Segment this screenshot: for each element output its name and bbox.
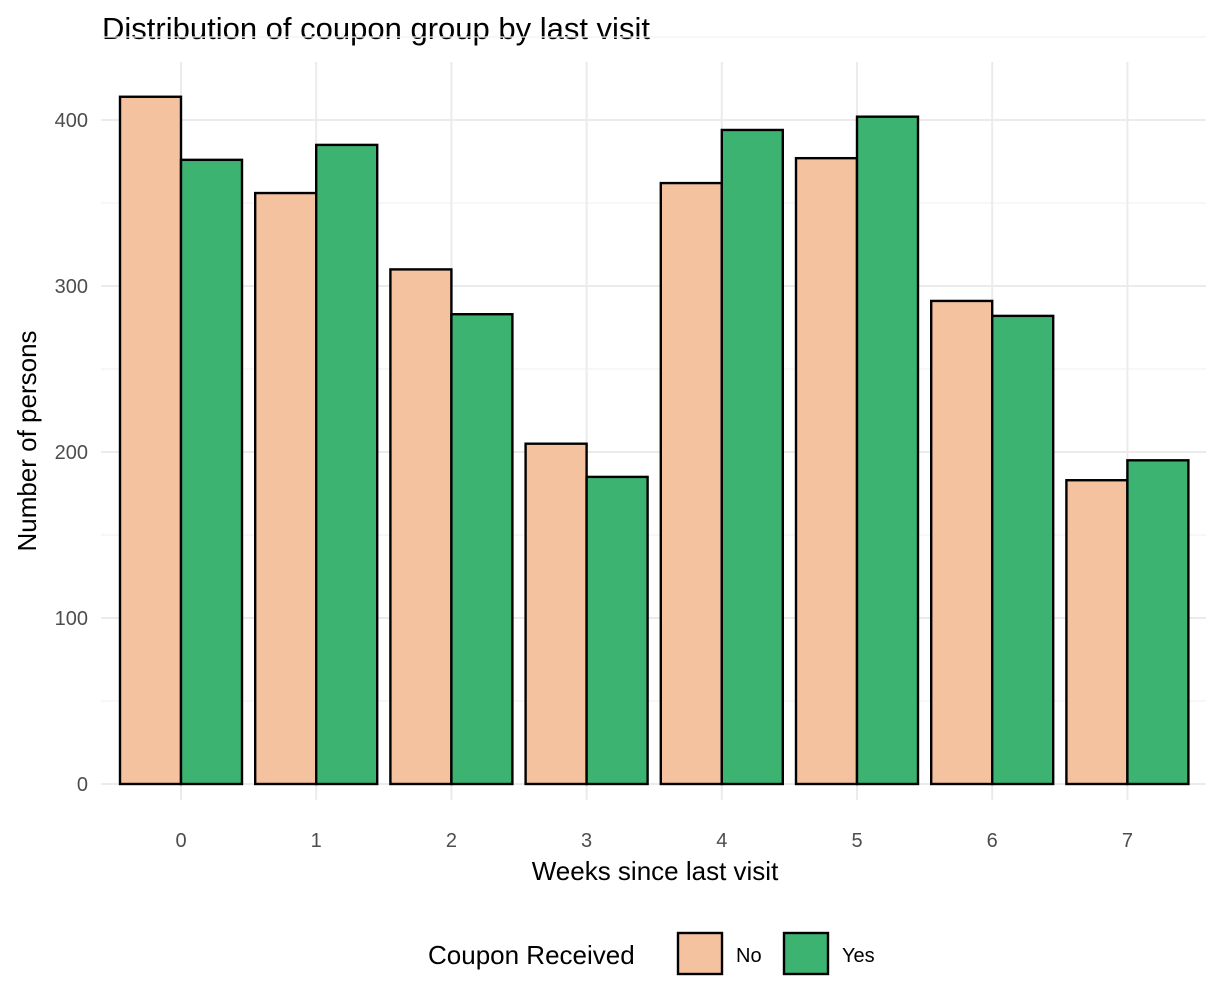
x-tick-label: 2 <box>446 830 457 852</box>
x-tick-label: 1 <box>311 830 322 852</box>
x-tick-labels: 0 1 2 3 4 5 6 7 <box>175 830 1133 852</box>
bar-yes-1 <box>315 143 379 786</box>
y-tick-label: 0 <box>77 774 88 796</box>
y-axis-title: Number of persons <box>12 330 42 551</box>
bar-yes-2 <box>450 313 514 786</box>
x-tick-label: 3 <box>581 830 592 852</box>
x-axis-title: Weeks since last visit <box>532 856 779 886</box>
legend-swatch-no <box>676 931 724 976</box>
x-tick-label: 0 <box>175 830 186 852</box>
legend-title: Coupon Received <box>428 940 635 970</box>
bar-no-3 <box>524 442 588 786</box>
bar-yes-4 <box>720 128 784 786</box>
bar-no-4 <box>659 181 723 786</box>
bar-no-6 <box>930 299 994 786</box>
x-tick-label: 5 <box>851 830 862 852</box>
y-tick-label: 100 <box>55 608 88 630</box>
bar-no-2 <box>389 268 453 786</box>
y-tick-label: 400 <box>55 110 88 132</box>
bar-no-1 <box>253 191 318 786</box>
bar-no-7 <box>1065 479 1129 786</box>
x-tick-label: 7 <box>1122 830 1133 852</box>
bars <box>118 95 1190 786</box>
bar-yes-6 <box>991 314 1055 786</box>
bar-no-0 <box>118 95 183 786</box>
x-tick-label: 6 <box>987 830 998 852</box>
x-tick-label: 4 <box>716 830 727 852</box>
chart-title: Distribution of coupon group by last vis… <box>102 11 650 46</box>
bar-yes-0 <box>179 158 244 786</box>
legend-label-yes: Yes <box>842 945 875 967</box>
y-tick-label: 300 <box>55 276 88 298</box>
legend-label-no: No <box>736 945 762 967</box>
bar-no-5 <box>794 156 859 786</box>
legend: Coupon Received No Yes <box>428 931 875 976</box>
bar-yes-3 <box>585 475 649 786</box>
legend-swatch-yes <box>782 931 830 976</box>
y-tick-label: 200 <box>55 442 88 464</box>
bar-yes-7 <box>1126 459 1190 786</box>
bar-yes-5 <box>855 115 920 786</box>
y-tick-labels: 0 100 200 300 400 <box>55 110 88 796</box>
